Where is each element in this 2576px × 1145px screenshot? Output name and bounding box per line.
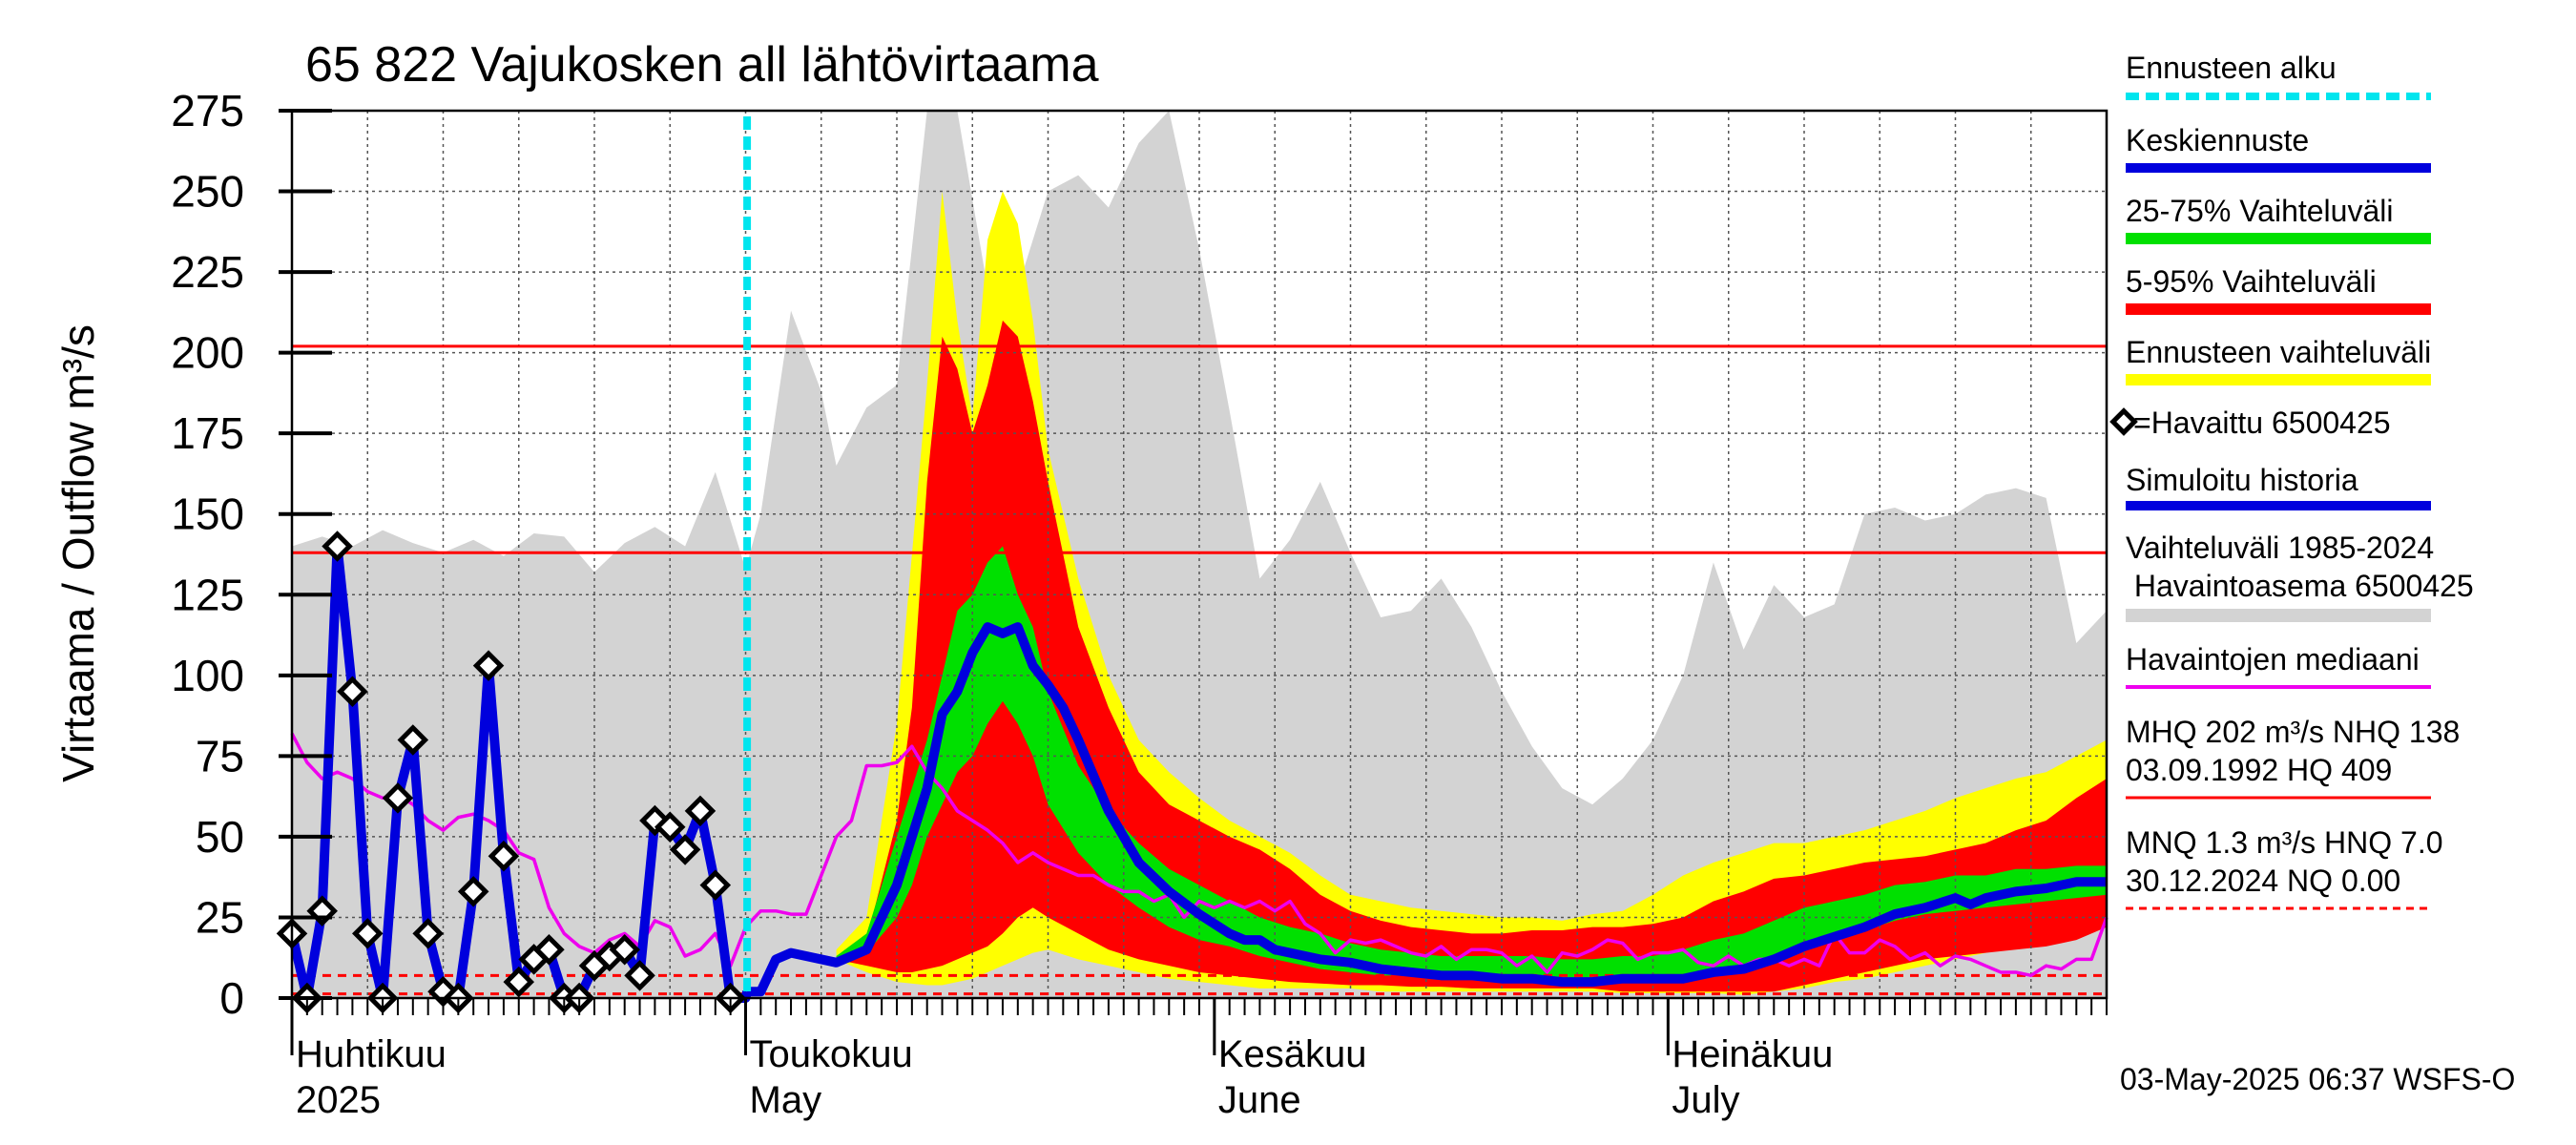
- x-month-sublabel: May: [750, 1079, 822, 1121]
- reference-lines: [292, 344, 2107, 996]
- y-tick-label: 200: [171, 328, 244, 378]
- y-tick-label: 75: [196, 731, 244, 781]
- observed-point: [684, 795, 717, 827]
- x-month-sublabel: 2025: [296, 1079, 381, 1121]
- y-tick-label: 150: [171, 489, 244, 539]
- observed-point: [669, 834, 701, 865]
- observed-point: [533, 934, 565, 966]
- observed-point: [382, 782, 414, 814]
- footer-timestamp: 03-May-2025 06:37 WSFS-O: [2120, 1062, 2515, 1096]
- legend-history-range-label-2: Havaintoasema 6500425: [2126, 569, 2474, 603]
- y-tick-label: 275: [171, 86, 244, 135]
- legend: Ennusteen alku Keskiennuste 25-75% Vaiht…: [2109, 51, 2474, 910]
- observed-point: [472, 650, 505, 681]
- legend-history-range-label-1: Vaihteluväli 1985-2024: [2126, 531, 2434, 565]
- band-5-95-layer: [836, 320, 2107, 992]
- legend-observed-marker: [2109, 407, 2138, 436]
- x-month-sublabel: June: [1218, 1079, 1301, 1121]
- legend-band-25-75-label: 25-75% Vaihteluväli: [2126, 194, 2393, 228]
- x-month-sublabel: July: [1672, 1079, 1739, 1121]
- legend-median-label: Havaintojen mediaani: [2126, 642, 2420, 677]
- y-tick-label: 25: [196, 892, 244, 942]
- legend-simulated-label: Simuloitu historia: [2126, 463, 2358, 497]
- band-5-95-area: [836, 320, 2107, 992]
- observed-point: [322, 531, 353, 562]
- y-tick-label: 100: [171, 651, 244, 700]
- y-tick-label: 175: [171, 408, 244, 458]
- observed-point: [337, 676, 368, 707]
- legend-forecast-range-label: Ennusteen vaihteluväli: [2126, 335, 2431, 369]
- mean-forecast-line: [747, 622, 2107, 997]
- y-tick-label: 125: [171, 570, 244, 619]
- y-axis-label: Virtaama / Outflow m³/s: [53, 324, 103, 782]
- y-tick-label: 50: [196, 812, 244, 862]
- legend-forecast-start-label: Ennusteen alku: [2126, 51, 2337, 85]
- chart-title: 65 822 Vajukosken all lähtövirtaama: [305, 37, 1099, 93]
- observed-point: [624, 960, 655, 991]
- observed-point: [699, 869, 732, 901]
- observed-point: [351, 918, 384, 949]
- legend-mhq-label-1: MHQ 202 m³/s NHQ 138: [2126, 715, 2460, 749]
- observed-point: [412, 918, 444, 949]
- legend-mnq-label-1: MNQ 1.3 m³/s HNQ 7.0: [2126, 825, 2443, 860]
- legend-mhq-label-2: 03.09.1992 HQ 409: [2126, 753, 2392, 787]
- observed-point: [503, 966, 535, 998]
- x-month-label: Toukokuu: [750, 1033, 913, 1075]
- mean-forecast-layer: [747, 622, 2107, 997]
- observed-point: [457, 876, 489, 907]
- observed-point: [397, 724, 429, 756]
- x-month-label: Kesäkuu: [1218, 1033, 1367, 1075]
- observed-point: [654, 811, 686, 843]
- y-tick-label: 0: [219, 973, 244, 1023]
- legend-mnq-label-2: 30.12.2024 NQ 0.00: [2126, 864, 2400, 898]
- axes: 0 25 50 75 100 125 150 175 200 225 250 275: [171, 86, 2109, 1055]
- observed-point: [609, 934, 640, 966]
- y-tick-label: 250: [171, 167, 244, 217]
- x-month-label: Huhtikuu: [296, 1033, 447, 1075]
- legend-mean-forecast-label: Keskiennuste: [2126, 123, 2309, 157]
- y-tick-label: 225: [171, 247, 244, 297]
- legend-band-5-95-label: 5-95% Vaihteluväli: [2126, 264, 2377, 299]
- legend-observed-label: =Havaittu 6500425: [2133, 406, 2391, 440]
- observed-point: [488, 840, 520, 872]
- x-month-label: Heinäkuu: [1672, 1033, 1833, 1075]
